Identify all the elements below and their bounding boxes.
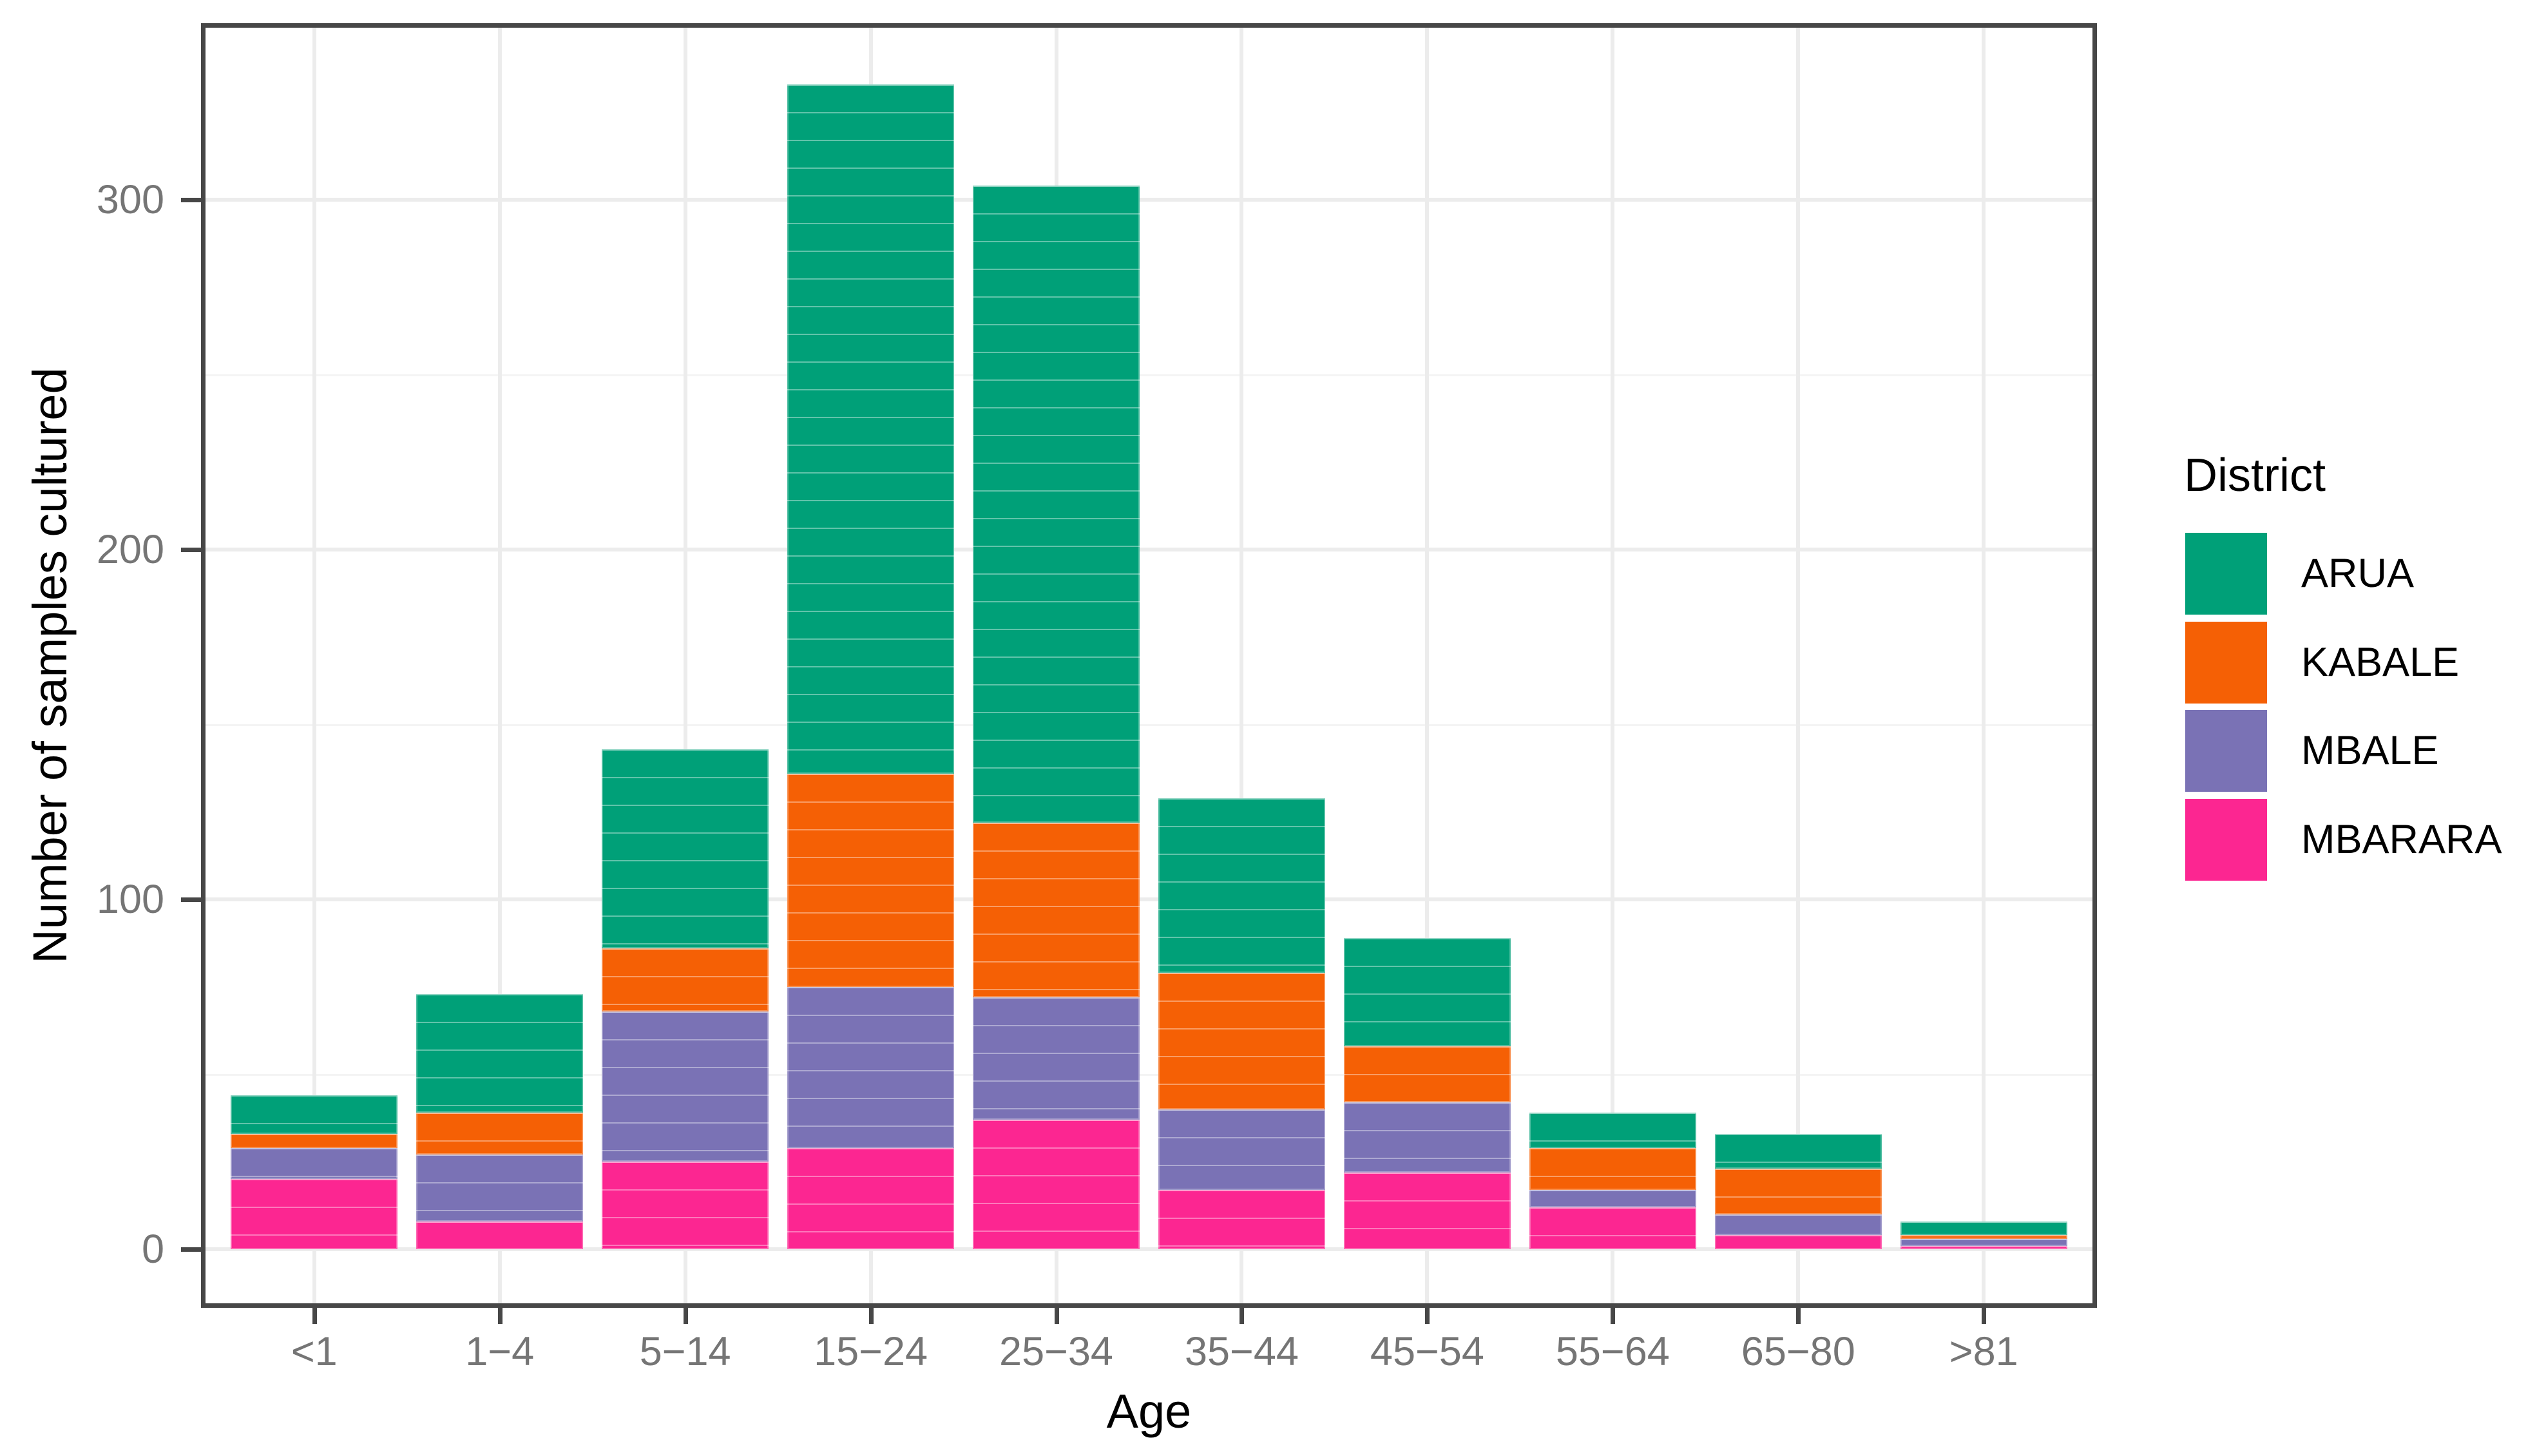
y-tick bbox=[181, 548, 203, 552]
y-tick bbox=[181, 1247, 203, 1252]
x-tick-label: <1 bbox=[291, 1329, 338, 1374]
bar-segment-MBALE-35−44 bbox=[1158, 1109, 1326, 1190]
bar-segment-ARUA-25−34 bbox=[972, 186, 1140, 823]
x-tick bbox=[1425, 1306, 1430, 1324]
y-tick bbox=[181, 198, 203, 202]
bar-segment-MBALE-<1 bbox=[231, 1147, 398, 1180]
gridline-major-x bbox=[1240, 25, 1244, 1306]
bar-segment-MBALE-55−64 bbox=[1529, 1189, 1697, 1207]
bar-segment-KABALE-65−80 bbox=[1714, 1169, 1882, 1214]
x-tick-label: 45−54 bbox=[1370, 1329, 1484, 1374]
bar-segment-KABALE->81 bbox=[1900, 1235, 2067, 1240]
gridline-major-x bbox=[1611, 25, 1615, 1306]
bar-segment-ARUA-55−64 bbox=[1529, 1113, 1697, 1148]
x-tick bbox=[497, 1306, 503, 1324]
y-axis-title: Number of samples cultured bbox=[23, 367, 77, 964]
x-tick-label: 1−4 bbox=[465, 1329, 535, 1374]
gridline-major-x bbox=[1982, 25, 1986, 1306]
legend-swatch-ARUA bbox=[2185, 533, 2267, 615]
x-tick bbox=[1982, 1306, 1987, 1324]
bar-segment-ARUA-65−80 bbox=[1714, 1133, 1882, 1169]
x-tick-label: 35−44 bbox=[1184, 1329, 1299, 1374]
bar-segment-MBARARA-15−24 bbox=[787, 1147, 955, 1250]
x-tick-label: >81 bbox=[1949, 1329, 2018, 1374]
bar-segment-MBALE-5−14 bbox=[602, 1011, 769, 1162]
bar-segment-MBARARA-65−80 bbox=[1714, 1235, 1882, 1249]
bar-segment-MBARARA-25−34 bbox=[972, 1120, 1140, 1249]
gridline-major-y-0 bbox=[203, 1247, 2095, 1251]
bar-segment-KABALE-45−54 bbox=[1343, 1046, 1511, 1102]
gridline-major-y-100 bbox=[203, 897, 2095, 901]
legend-label-MBALE: MBALE bbox=[2301, 728, 2439, 773]
gridline-major-x bbox=[497, 25, 502, 1306]
bar-segment-KABALE-35−44 bbox=[1158, 973, 1326, 1109]
gridline-minor-y-250 bbox=[203, 374, 2095, 376]
bar-segment-KABALE-<1 bbox=[231, 1133, 398, 1148]
bar-segment-ARUA-35−44 bbox=[1158, 798, 1326, 973]
x-axis-title: Age bbox=[1106, 1384, 1192, 1438]
bar-segment-MBALE-25−34 bbox=[972, 997, 1140, 1120]
bar-segment-MBALE-15−24 bbox=[787, 986, 955, 1148]
gridline-minor-y-50 bbox=[203, 1073, 2095, 1076]
gridline-major-x bbox=[1796, 25, 1801, 1306]
y-tick-label: 0 bbox=[141, 1227, 164, 1272]
bar-segment-MBARARA-5−14 bbox=[602, 1162, 769, 1249]
y-tick-label: 200 bbox=[96, 527, 164, 572]
bar-segment-KABALE-25−34 bbox=[972, 822, 1140, 998]
legend-swatch-KABALE bbox=[2185, 621, 2267, 704]
x-tick bbox=[1054, 1306, 1059, 1324]
bar-segment-MBALE->81 bbox=[1900, 1238, 2067, 1246]
bar-segment-ARUA-5−14 bbox=[602, 749, 769, 948]
legend-swatch-MBALE bbox=[2185, 710, 2267, 792]
bar-segment-KABALE-5−14 bbox=[602, 948, 769, 1011]
bar-segment-MBALE-45−54 bbox=[1343, 1102, 1511, 1173]
bar-segment-MBARARA-<1 bbox=[231, 1179, 398, 1249]
x-tick bbox=[1240, 1306, 1245, 1324]
bar-segment-ARUA-1−4 bbox=[416, 993, 584, 1113]
bar-segment-MBARARA->81 bbox=[1900, 1245, 2067, 1250]
bar-segment-MBARARA-55−64 bbox=[1529, 1207, 1697, 1250]
x-tick-label: 5−14 bbox=[639, 1329, 731, 1374]
y-tick-label: 100 bbox=[96, 877, 164, 922]
bar-segment-MBALE-1−4 bbox=[416, 1154, 584, 1221]
legend-label-MBARARA: MBARARA bbox=[2301, 816, 2502, 862]
x-tick bbox=[312, 1306, 317, 1324]
x-tick bbox=[868, 1306, 874, 1324]
x-tick-label: 15−24 bbox=[814, 1329, 928, 1374]
x-tick-label: 55−64 bbox=[1555, 1329, 1670, 1374]
gridline-major-x bbox=[312, 25, 316, 1306]
gridline-major-x bbox=[683, 25, 687, 1306]
bar-segment-ARUA-15−24 bbox=[787, 84, 955, 774]
bar-segment-KABALE-15−24 bbox=[787, 773, 955, 987]
gridline-major-y-300 bbox=[203, 198, 2095, 202]
bar-segment-ARUA-45−54 bbox=[1343, 937, 1511, 1047]
legend-swatch-MBARARA bbox=[2185, 798, 2267, 881]
bar-segment-ARUA->81 bbox=[1900, 1221, 2067, 1236]
gridline-major-y-200 bbox=[203, 548, 2095, 551]
x-tick bbox=[1611, 1306, 1616, 1324]
bar-segment-MBARARA-1−4 bbox=[416, 1221, 584, 1250]
x-tick bbox=[1796, 1306, 1801, 1324]
legend-label-ARUA: ARUA bbox=[2301, 551, 2415, 596]
bar-segment-MBARARA-35−44 bbox=[1158, 1189, 1326, 1250]
legend-label-KABALE: KABALE bbox=[2301, 639, 2460, 685]
y-tick-label: 300 bbox=[96, 177, 164, 222]
bar-segment-KABALE-1−4 bbox=[416, 1113, 584, 1155]
bar-segment-MBARARA-45−54 bbox=[1343, 1172, 1511, 1250]
bar-segment-ARUA-<1 bbox=[231, 1095, 398, 1134]
y-tick bbox=[181, 897, 203, 902]
gridline-minor-y-150 bbox=[203, 723, 2095, 726]
gridline-major-x bbox=[1425, 25, 1430, 1306]
bar-segment-KABALE-55−64 bbox=[1529, 1147, 1697, 1190]
x-tick-label: 25−34 bbox=[999, 1329, 1113, 1374]
bar-segment-MBALE-65−80 bbox=[1714, 1214, 1882, 1236]
x-tick-label: 65−80 bbox=[1741, 1329, 1855, 1374]
x-tick bbox=[683, 1306, 688, 1324]
legend-title: District bbox=[2184, 450, 2326, 501]
